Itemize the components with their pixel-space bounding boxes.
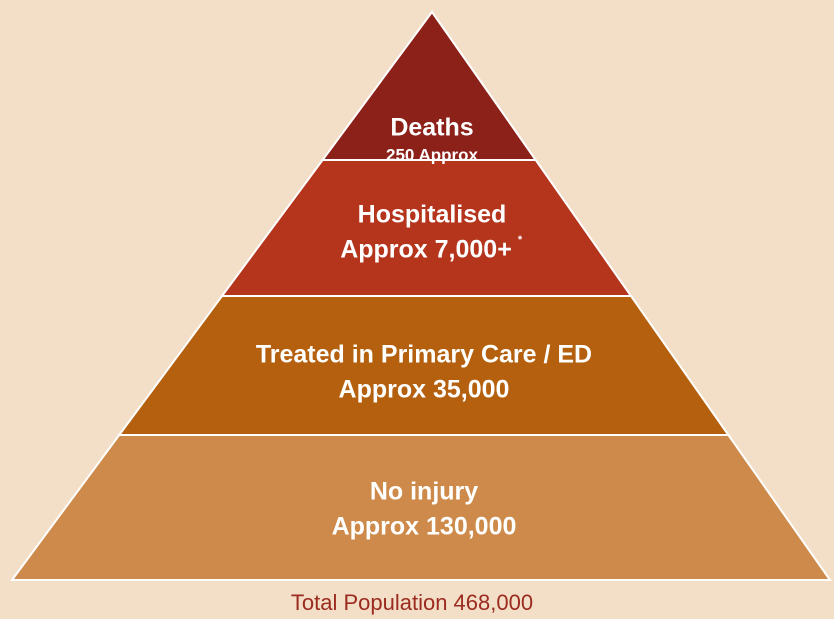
tier-label: No injury [370, 478, 478, 506]
tier-value: Approx 7,000+ [340, 236, 512, 264]
tier-label: Deaths [390, 114, 473, 142]
tier-label: Hospitalised [358, 201, 507, 229]
tier-label: Treated in Primary Care / ED [256, 341, 592, 369]
tier-value: Approx 35,000 [339, 376, 510, 404]
footer: Total Population 468,000 [291, 590, 533, 615]
tier-note: * [518, 234, 523, 246]
tier-no-injury [10, 434, 832, 581]
tier-value: 250 Approx [386, 145, 479, 164]
tier-value: Approx 130,000 [332, 513, 517, 541]
